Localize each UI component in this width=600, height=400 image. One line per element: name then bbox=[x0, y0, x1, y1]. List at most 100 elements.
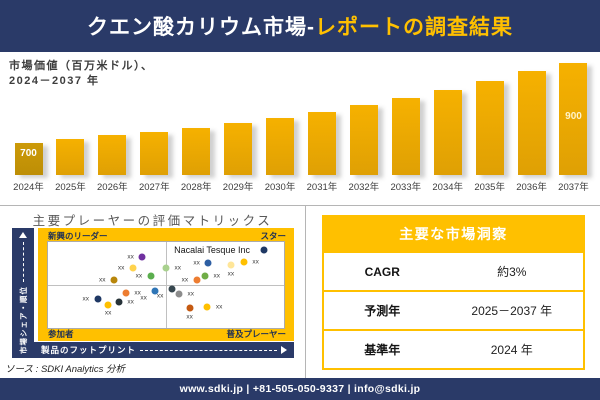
quadrant-label-pervasive-players: 普及プレーヤー bbox=[226, 329, 286, 339]
x-axis-tick-label: 2024年 bbox=[13, 182, 44, 193]
bar-column: 2028年 bbox=[176, 128, 217, 193]
bar-2025年 bbox=[56, 139, 85, 175]
horizontal-divider bbox=[0, 205, 600, 206]
bar-column: 700 2024年 bbox=[8, 143, 49, 193]
insights-row-value: 2025－2037 年 bbox=[471, 304, 553, 318]
scatter-point bbox=[175, 290, 183, 298]
scatter-point bbox=[151, 287, 159, 295]
insights-row-label: 予測年 bbox=[364, 304, 401, 318]
quadrant-label-emerging-leaders: 新興のリーダー bbox=[48, 231, 108, 241]
page-title-main: クエン酸カリウム市場- bbox=[87, 16, 315, 39]
x-axis-tick-label: 2031年 bbox=[306, 182, 338, 193]
bar-2034年 bbox=[433, 90, 462, 175]
matrix-x-axis-label: 製品のフットプリント bbox=[41, 345, 137, 355]
scatter-point bbox=[186, 304, 194, 312]
quadrant-label-star: スター bbox=[260, 231, 286, 241]
point-label: xx bbox=[227, 270, 235, 278]
bar-2029年 bbox=[224, 123, 253, 175]
point-label: xx bbox=[187, 290, 195, 298]
x-axis-tick-label: 2033年 bbox=[390, 182, 422, 193]
header-banner: クエン酸カリウム市場-レポートの調査結果 bbox=[0, 0, 600, 52]
bar-2030年 bbox=[266, 118, 295, 175]
bar-column: 2025年 bbox=[50, 139, 91, 193]
matrix-y-axis-label: 市場シェア・順位 bbox=[18, 286, 28, 354]
x-axis-tick-label: 2025年 bbox=[55, 182, 86, 193]
y-axis-dashed-line bbox=[22, 242, 24, 282]
y-axis-arrow-icon bbox=[19, 232, 27, 238]
bar-column: 2032年 bbox=[343, 105, 384, 193]
point-label: xx bbox=[82, 295, 90, 303]
x-axis-tick-label: 2032年 bbox=[348, 182, 380, 193]
bar-column: 2026年 bbox=[92, 135, 133, 193]
scatter-point bbox=[240, 258, 248, 266]
point-label: xx bbox=[252, 258, 259, 266]
x-axis-tick-label: 2034年 bbox=[432, 182, 464, 193]
point-label: xx bbox=[215, 303, 223, 310]
insights-row-label: 基準年 bbox=[364, 343, 401, 357]
scatter-point bbox=[201, 272, 209, 280]
point-label: xx bbox=[134, 289, 141, 297]
x-axis-tick-label: 2030年 bbox=[264, 182, 296, 193]
x-axis-tick-label: 2036年 bbox=[516, 182, 547, 193]
scatter-point bbox=[162, 264, 170, 272]
point-label: xx bbox=[127, 253, 134, 261]
bar-column: 2029年 bbox=[218, 123, 259, 193]
bar-2028年 bbox=[182, 128, 211, 175]
scatter-point bbox=[129, 264, 137, 272]
bar-2032年 bbox=[349, 105, 378, 175]
x-axis-tick-label: 2028年 bbox=[180, 182, 212, 193]
bar-column: 2030年 bbox=[260, 118, 301, 193]
point-label: xx bbox=[117, 264, 125, 272]
company-label: Nacalai Tesque Inc bbox=[174, 244, 250, 255]
bar-2026年 bbox=[98, 135, 127, 175]
scatter-point bbox=[227, 261, 235, 269]
insights-row-value: 約3% bbox=[497, 265, 527, 279]
scatter-point bbox=[122, 289, 130, 297]
page-title-accent: レポートの調査結果 bbox=[315, 16, 513, 39]
point-label: xx bbox=[99, 276, 106, 284]
insights-row-label: CAGR bbox=[364, 264, 400, 279]
insights-table-header: 主要な市場洞察 bbox=[324, 217, 583, 251]
player-matrix-panel: 主要プレーヤーの評価マトリックス 市場シェア・順位 新興のリーダー スター 参加… bbox=[0, 206, 305, 378]
insights-row: 基準年 2024 年 bbox=[324, 329, 583, 368]
bar-column: 2034年 bbox=[427, 90, 468, 193]
bar-2024年: 700 bbox=[14, 143, 43, 175]
footer-contact-text: www.sdki.jp | +81-505-050-9337 | info@sd… bbox=[179, 383, 421, 395]
chart-title-line2: 2024－2037 年 bbox=[9, 75, 100, 88]
point-label: xx bbox=[156, 292, 164, 300]
matrix-title: 主要プレーヤーの評価マトリックス bbox=[32, 214, 273, 228]
x-axis-tick-label: 2029年 bbox=[222, 182, 254, 193]
bar-2027年 bbox=[140, 132, 169, 175]
insights-row: CAGR 約3% bbox=[324, 251, 583, 290]
footer-bar: www.sdki.jp | +81-505-050-9337 | info@sd… bbox=[0, 378, 600, 400]
bar-value-label: 900 bbox=[565, 111, 582, 122]
point-label: xx bbox=[213, 272, 220, 280]
x-axis-arrow-icon bbox=[281, 346, 287, 354]
x-axis-tick-label: 2035年 bbox=[474, 182, 505, 193]
market-insights-table: 主要な市場洞察 CAGR 約3% 予測年 2025－2037 年基準年 2024 年 bbox=[322, 215, 585, 370]
scatter-point bbox=[204, 259, 212, 267]
x-axis-tick-label: 2026年 bbox=[97, 182, 128, 193]
chart-title: 市場価値（百万米ドル）、 2024－2037 年 bbox=[9, 59, 154, 90]
insights-row-value: 2024 年 bbox=[490, 343, 533, 357]
matrix-box: 新興のリーダー スター 参加者 普及プレーヤー xx xx xx xx Nacalai … bbox=[38, 228, 294, 341]
scatter-point bbox=[147, 272, 155, 280]
bar-column: 2033年 bbox=[385, 98, 426, 193]
scatter-point bbox=[115, 298, 123, 306]
scatter-point bbox=[193, 276, 201, 284]
point-label: xx bbox=[181, 276, 189, 284]
scatter-point bbox=[94, 295, 102, 303]
matrix-y-axis-band: 市場シェア・順位 bbox=[12, 228, 34, 358]
bar-column: 2027年 bbox=[134, 132, 175, 193]
scatter-point-highlight bbox=[260, 246, 268, 254]
bar-column: 2031年 bbox=[301, 112, 342, 193]
x-axis-tick-label: 2027年 bbox=[138, 182, 170, 193]
x-axis-tick-label: 2037年 bbox=[558, 182, 589, 193]
bar-2031年 bbox=[307, 112, 336, 175]
bar-2036年 bbox=[517, 71, 546, 175]
bar-column: 900 2037年 bbox=[553, 63, 594, 193]
point-label: xx bbox=[186, 313, 193, 321]
bar-chart-section: 市場価値（百万米ドル）、 2024－2037 年 700 2024年 2025年 20… bbox=[0, 52, 600, 205]
bar-2037年: 900 bbox=[559, 63, 588, 175]
